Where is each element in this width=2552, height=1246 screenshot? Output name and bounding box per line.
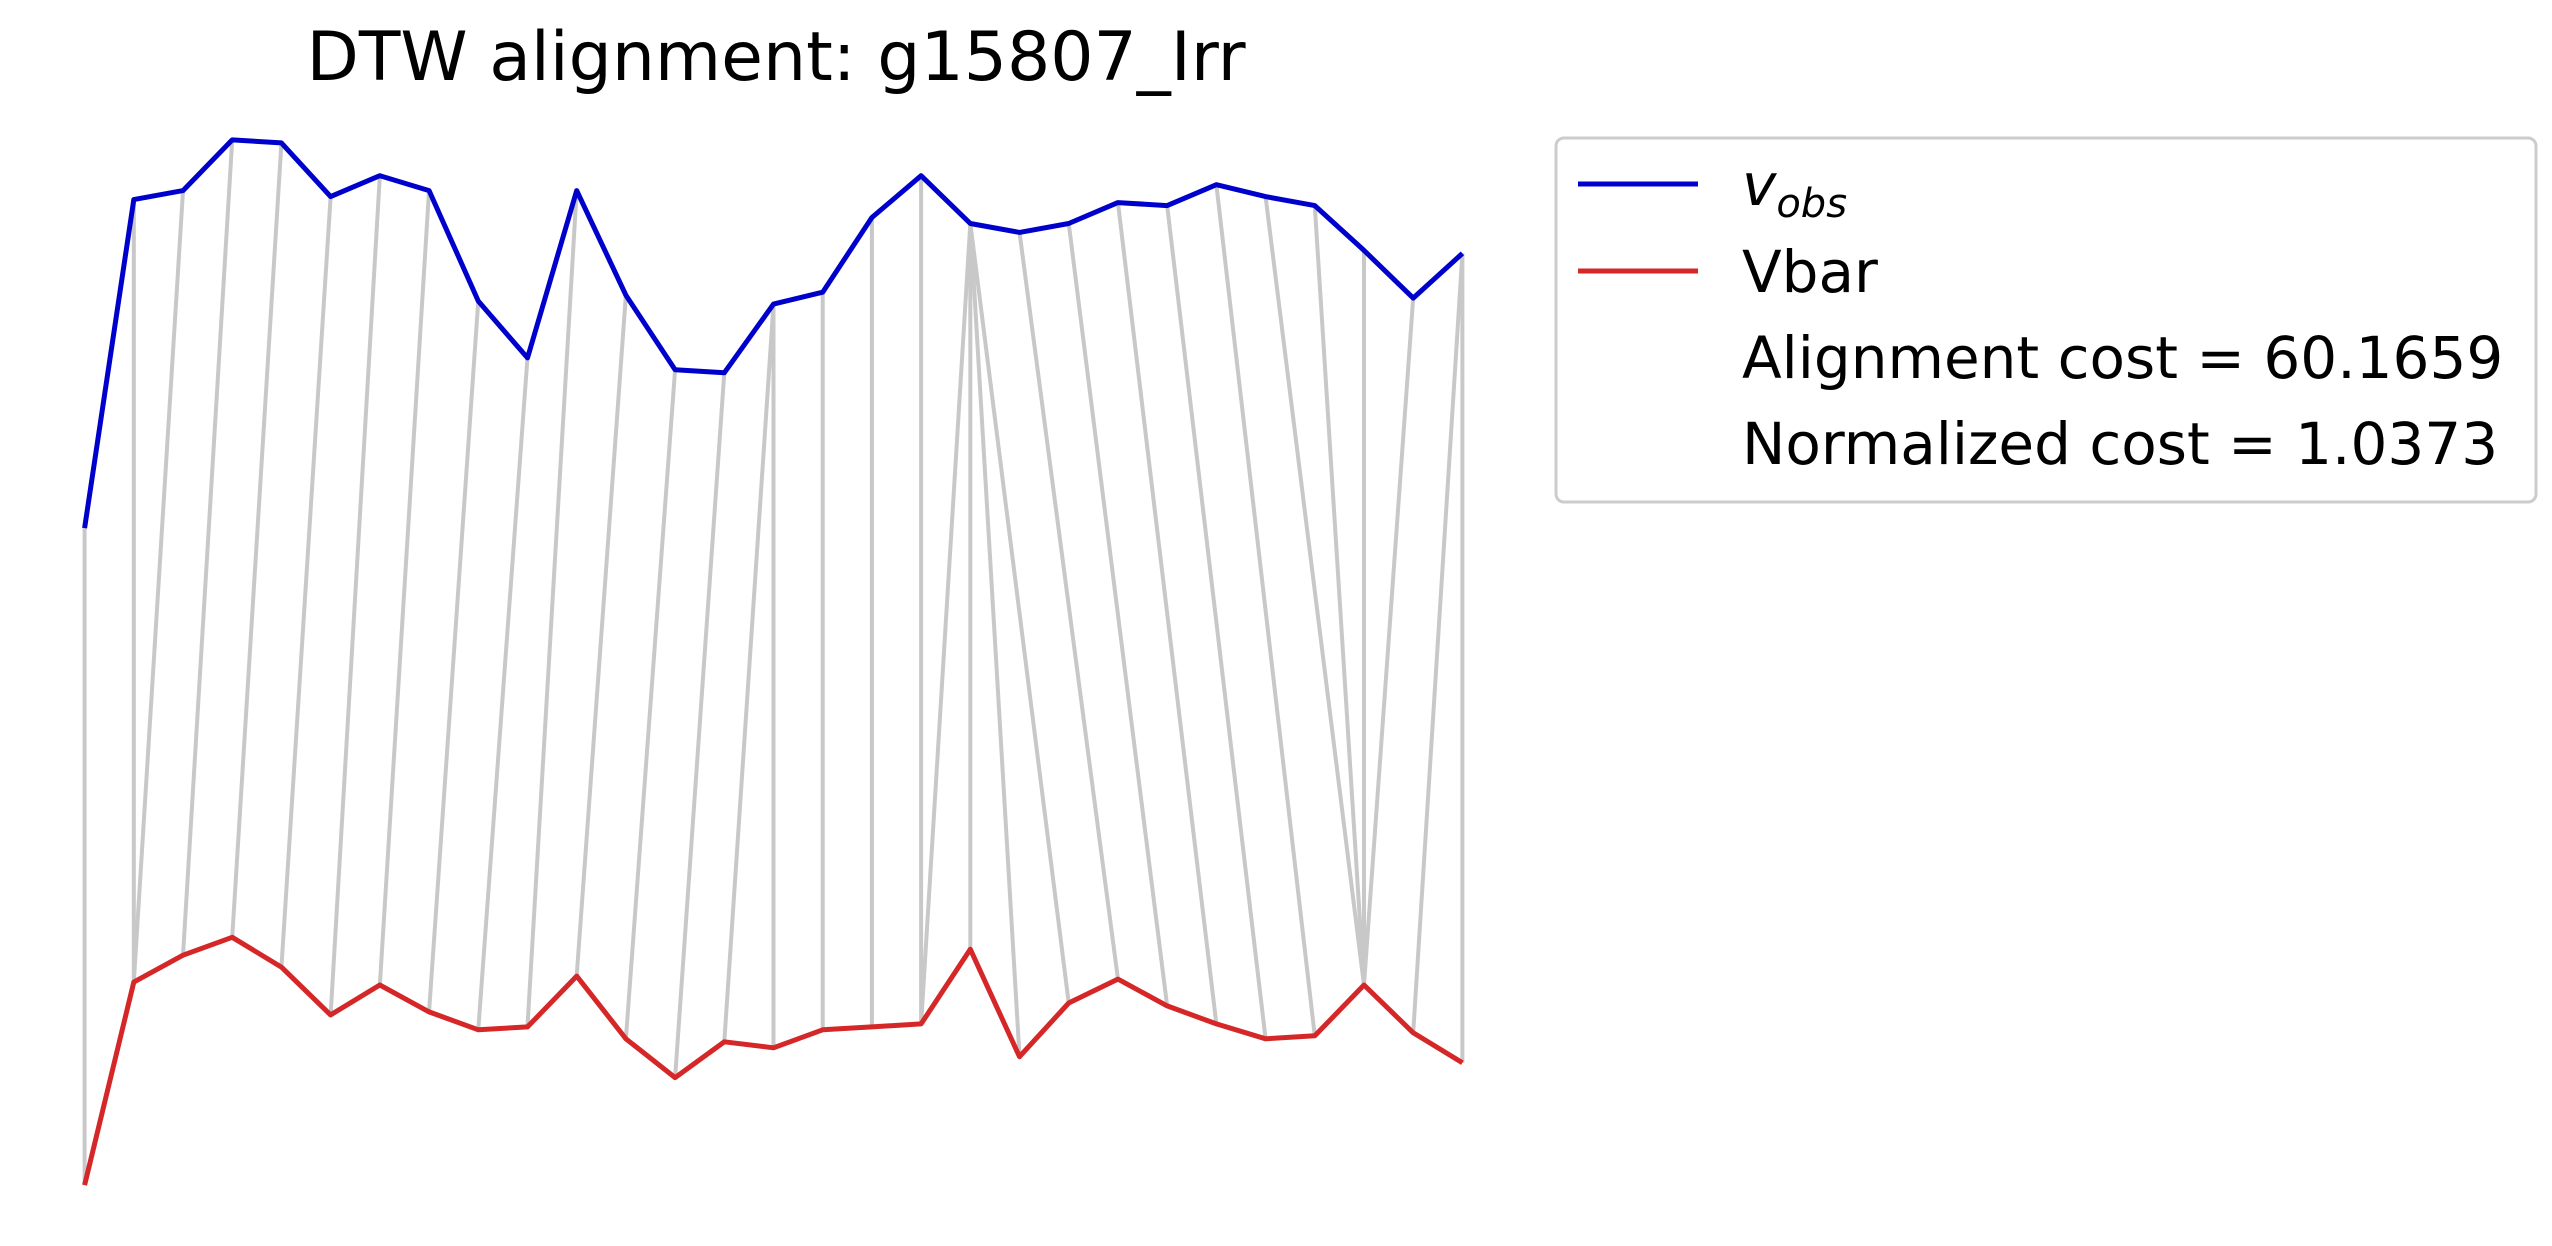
alignment-link-14 <box>722 303 776 1042</box>
alignment-link-11 <box>574 295 628 977</box>
legend-alignment-cost: Alignment cost = 60.1659 <box>1742 324 2503 392</box>
alignment-link-22 <box>968 223 1071 1004</box>
alignment-link-25 <box>1115 202 1219 1025</box>
alignment-link-21 <box>968 223 1022 1057</box>
alignment-link-24 <box>1066 223 1170 1007</box>
alignment-link-10 <box>525 190 579 1027</box>
alignment-link-31 <box>1361 298 1416 986</box>
alignment-link-32 <box>1411 253 1465 1033</box>
legend-box <box>1554 136 2538 504</box>
alignment-link-13 <box>673 372 727 1078</box>
alignment-link-2 <box>131 190 186 983</box>
series-line-vbar <box>82 934 1464 1186</box>
series-lines <box>82 137 1465 1186</box>
alignment-link-5 <box>279 196 333 968</box>
alignment-link-12 <box>623 369 678 1039</box>
alignment-link-26 <box>1165 205 1268 1040</box>
alignment-link-27 <box>1214 184 1317 1037</box>
legend: vobs Vbar Alignment cost = 60.1659 Norma… <box>1554 136 2538 504</box>
alignment-link-19 <box>919 223 973 1024</box>
alignment-link-7 <box>377 190 432 986</box>
legend-label-obs: vobs <box>1742 151 1847 227</box>
legend-label-vbar: Vbar <box>1742 238 1878 306</box>
alignment-link-8 <box>427 300 481 1013</box>
alignment-link-3 <box>181 139 235 956</box>
legend-normalized-cost: Normalized cost = 1.0373 <box>1742 410 2498 478</box>
chart-title: DTW alignment: g15807_Irr <box>306 18 1245 97</box>
alignment-link-6 <box>328 175 382 1016</box>
alignment-link-23 <box>1017 232 1120 980</box>
alignment-link-9 <box>476 357 530 1030</box>
alignment-link-4 <box>230 142 284 938</box>
alignment-link-29 <box>1312 205 1366 986</box>
alignment-links <box>82 139 1465 1186</box>
series-line-vobs <box>82 137 1465 529</box>
alignment-link-28 <box>1263 196 1366 986</box>
